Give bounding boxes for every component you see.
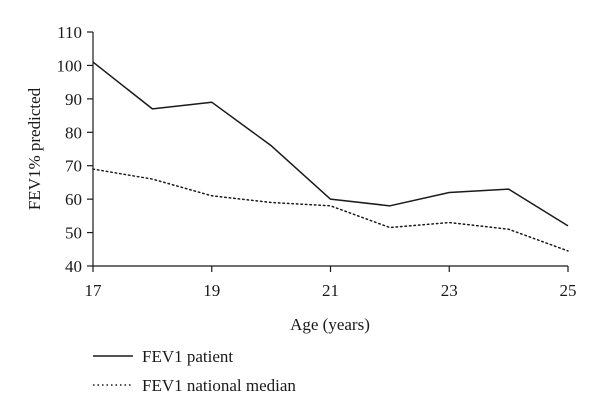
x-tick-label: 17 (85, 281, 103, 300)
x-axis-title: Age (years) (290, 315, 370, 334)
y-axis-title: FEV1% predicted (25, 87, 44, 210)
legend-item-patient: FEV1 patient (93, 347, 233, 366)
legend-label-national-median: FEV1 national median (142, 376, 296, 395)
series-lines (92, 61, 569, 252)
y-tick-label: 80 (65, 123, 82, 142)
plot-area: 40 50 60 70 80 90 100 110 17 19 21 23 25 (57, 23, 577, 300)
series-line-patient (92, 61, 569, 227)
y-tick-label: 110 (57, 23, 82, 42)
y-tick-label: 100 (57, 56, 83, 75)
y-tick-label: 60 (65, 190, 82, 209)
y-tick-label: 70 (65, 157, 82, 176)
series-line-national-median (92, 168, 569, 252)
x-tick-label: 19 (203, 281, 220, 300)
y-tick-label: 50 (65, 224, 82, 243)
x-tick-label: 25 (560, 281, 577, 300)
x-tick-label: 23 (441, 281, 458, 300)
legend-item-national-median: FEV1 national median (93, 376, 296, 395)
x-tick-label: 21 (322, 281, 339, 300)
y-tick-label: 40 (65, 257, 82, 276)
legend: FEV1 patient FEV1 national median (93, 347, 296, 395)
legend-label-patient: FEV1 patient (142, 347, 233, 366)
y-ticks: 40 50 60 70 80 90 100 110 (57, 23, 93, 276)
x-ticks: 17 19 21 23 25 (85, 266, 577, 300)
y-tick-label: 90 (65, 90, 82, 109)
